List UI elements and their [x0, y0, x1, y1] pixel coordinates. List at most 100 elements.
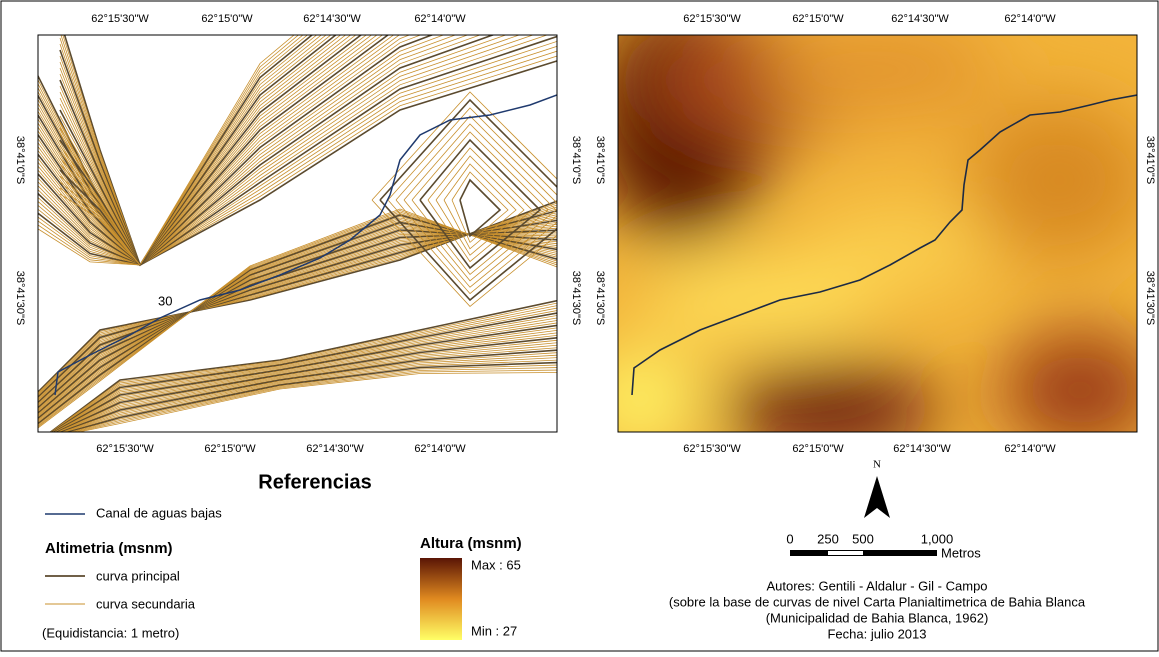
contour: [52, 317, 557, 432]
contour: [52, 322, 557, 432]
contour: [54, 329, 557, 432]
scale-label: 0: [786, 531, 793, 546]
elevation-raster: [618, 35, 1137, 432]
contour: [419, 138, 542, 270]
latitude-label: 38°41'0"S: [1144, 136, 1156, 184]
contour-map: [38, 35, 557, 432]
contour: [38, 35, 549, 266]
latitude-label: 38°41'0"S: [14, 136, 26, 184]
map-frame: [617, 34, 1138, 433]
longitude-label: 62°15'0"W: [201, 13, 253, 25]
contour: [38, 35, 378, 266]
channel: [54, 94, 557, 396]
contour: [38, 35, 352, 266]
legend-title: Referencias: [258, 471, 371, 493]
contour: [50, 302, 557, 432]
contour: [50, 312, 557, 432]
latitude-label: 38°41'30"S: [14, 271, 26, 325]
longitude-label: 62°14'30"W: [893, 443, 951, 455]
channel: [631, 94, 1137, 396]
contour: [38, 45, 557, 266]
north-label: N: [873, 459, 881, 471]
contour: [38, 35, 357, 266]
credit: Autores: Gentili - Aldalur - Gil - Campo: [766, 578, 987, 593]
longitude-label: 62°15'30"W: [91, 13, 149, 25]
contour: [38, 35, 422, 266]
contour: [53, 327, 557, 432]
contour: [38, 35, 327, 266]
contour: [65, 359, 557, 432]
longitude-label: 62°15'0"W: [204, 443, 256, 455]
contour: [68, 364, 557, 432]
contour: [65, 361, 557, 432]
legend-note: (Equidistancia: 1 metro): [42, 625, 179, 640]
contour: [379, 98, 557, 302]
scale-label: 250: [817, 531, 839, 546]
contour: [451, 171, 509, 244]
contour: [38, 35, 332, 266]
contour: [59, 175, 141, 266]
legend-main-curve: curva principal: [96, 568, 180, 583]
contour: [403, 123, 557, 282]
contour: [38, 55, 557, 266]
contour: [59, 145, 141, 266]
contour: [51, 315, 557, 432]
contour: [387, 107, 557, 295]
contour: [38, 35, 557, 267]
longitude-label: 62°15'0"W: [792, 443, 844, 455]
contour: [59, 139, 141, 266]
contour: [54, 332, 557, 432]
contour: [38, 35, 347, 266]
contour: [55, 337, 557, 432]
latitude-label: 38°41'30"S: [570, 271, 582, 325]
latitude-label: 38°41'0"S: [594, 136, 606, 184]
height-min: Min : 27: [471, 623, 517, 638]
map-frame: [37, 34, 558, 433]
contour: [38, 35, 314, 266]
contour: [62, 354, 557, 432]
contour: [59, 193, 141, 266]
contour: [57, 342, 557, 432]
contour: [55, 334, 557, 432]
contour: [71, 367, 557, 432]
latitude-label: 38°41'0"S: [570, 136, 582, 184]
contour: [59, 347, 557, 432]
contour: [411, 131, 549, 275]
contour: [59, 181, 141, 266]
contour: [76, 372, 557, 432]
contour: [38, 35, 496, 267]
credit: (sobre la base de curvas de nivel Carta …: [669, 594, 1086, 609]
contour: [435, 155, 525, 256]
contour: [38, 35, 373, 266]
scale-label: 500: [852, 531, 874, 546]
scale-bar: [790, 550, 937, 556]
height-max: Max : 65: [471, 557, 521, 572]
longitude-label: 62°14'0"W: [414, 13, 466, 25]
scale-unit: Metros: [941, 545, 981, 560]
contour: [56, 339, 557, 432]
contour: [49, 299, 557, 432]
latitude-label: 38°41'30"S: [594, 271, 606, 325]
credit: Fecha: julio 2013: [827, 626, 926, 641]
contour: [59, 349, 557, 432]
contour: [38, 35, 309, 266]
legend-channel: Canal de aguas bajas: [96, 505, 222, 520]
contour: [443, 163, 517, 250]
longitude-label: 62°14'0"W: [1004, 13, 1056, 25]
longitude-label: 62°14'30"W: [891, 13, 949, 25]
longitude-label: 62°14'0"W: [1004, 443, 1056, 455]
contour: [38, 35, 318, 266]
contour: [38, 35, 363, 267]
contour: [73, 369, 557, 432]
contour-label: 30: [158, 293, 172, 308]
contour: [38, 35, 322, 266]
latitude-label: 38°41'30"S: [1144, 271, 1156, 325]
contour: [38, 35, 411, 266]
contour: [52, 324, 557, 432]
height-ramp: [420, 558, 462, 640]
contour: [395, 115, 557, 288]
contour: [59, 157, 141, 266]
contour: [38, 35, 482, 266]
